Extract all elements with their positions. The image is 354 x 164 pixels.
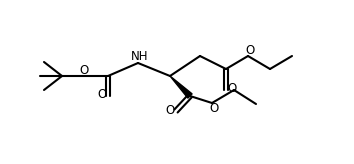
Text: O: O bbox=[165, 103, 175, 116]
Polygon shape bbox=[170, 76, 192, 98]
Text: O: O bbox=[209, 102, 219, 115]
Text: O: O bbox=[227, 82, 236, 95]
Text: NH: NH bbox=[131, 50, 149, 62]
Text: O: O bbox=[79, 64, 88, 78]
Text: O: O bbox=[245, 43, 255, 57]
Text: O: O bbox=[97, 89, 107, 102]
